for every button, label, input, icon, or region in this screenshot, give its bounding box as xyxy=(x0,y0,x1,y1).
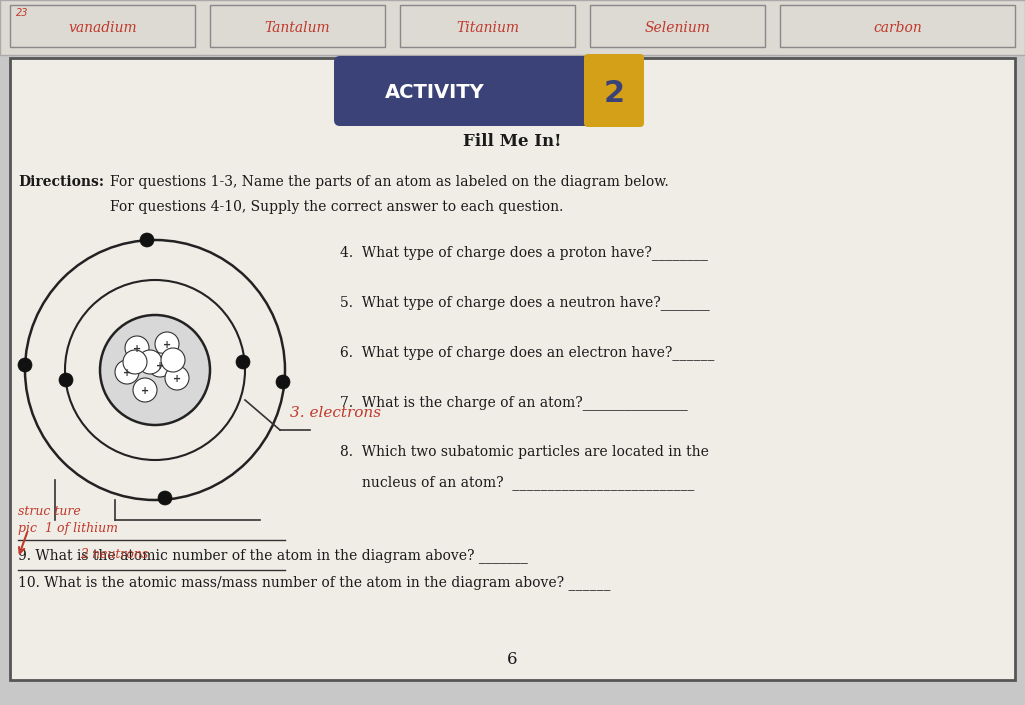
Circle shape xyxy=(161,348,184,372)
Text: +: + xyxy=(173,374,181,384)
Circle shape xyxy=(148,353,172,377)
Circle shape xyxy=(18,358,32,372)
Text: 6.  What type of charge does an electron have?______: 6. What type of charge does an electron … xyxy=(340,345,714,360)
Text: For questions 4-10, Supply the correct answer to each question.: For questions 4-10, Supply the correct a… xyxy=(110,200,564,214)
Text: Tantalum: Tantalum xyxy=(264,21,330,35)
Circle shape xyxy=(59,373,73,387)
Text: Titanium: Titanium xyxy=(456,21,519,35)
Circle shape xyxy=(155,332,179,356)
Text: Fill Me In!: Fill Me In! xyxy=(462,133,562,150)
Text: +: + xyxy=(156,361,164,371)
Text: 8.  Which two subatomic particles are located in the: 8. Which two subatomic particles are loc… xyxy=(340,445,709,459)
Text: 10. What is the atomic mass/mass number of the atom in the diagram above? ______: 10. What is the atomic mass/mass number … xyxy=(18,575,611,590)
Text: Directions:: Directions: xyxy=(18,175,104,189)
Text: nucleus of an atom?  __________________________: nucleus of an atom? ____________________… xyxy=(340,475,694,490)
Text: ACTIVITY: ACTIVITY xyxy=(385,83,485,102)
Circle shape xyxy=(125,336,149,360)
FancyBboxPatch shape xyxy=(0,0,1025,55)
Circle shape xyxy=(158,491,172,505)
Circle shape xyxy=(100,315,210,425)
Circle shape xyxy=(115,360,139,384)
Text: Selenium: Selenium xyxy=(645,21,710,35)
Text: +: + xyxy=(133,344,141,354)
Text: 2: 2 xyxy=(604,78,624,107)
Text: pic  1 of lithium: pic 1 of lithium xyxy=(18,522,118,535)
Text: struc ture: struc ture xyxy=(18,505,81,518)
Text: carbon: carbon xyxy=(873,21,921,35)
Text: 5.  What type of charge does a neutron have?_______: 5. What type of charge does a neutron ha… xyxy=(340,295,709,310)
Circle shape xyxy=(276,375,290,389)
Text: 3. electrons: 3. electrons xyxy=(290,406,381,420)
Text: vanadium: vanadium xyxy=(69,21,136,35)
Text: 7.  What is the charge of an atom?_______________: 7. What is the charge of an atom?_______… xyxy=(340,395,688,410)
Circle shape xyxy=(138,350,162,374)
Text: +: + xyxy=(123,368,131,378)
Text: 2 neutrons: 2 neutrons xyxy=(80,548,149,561)
Circle shape xyxy=(140,233,154,247)
FancyBboxPatch shape xyxy=(10,58,1015,680)
Text: 6: 6 xyxy=(506,651,518,668)
Circle shape xyxy=(123,350,147,374)
Circle shape xyxy=(236,355,250,369)
FancyBboxPatch shape xyxy=(334,56,596,126)
Text: For questions 1-3, Name the parts of an atom as labeled on the diagram below.: For questions 1-3, Name the parts of an … xyxy=(110,175,668,189)
Text: 9. What is the atomic number of the atom in the diagram above? _______: 9. What is the atomic number of the atom… xyxy=(18,548,528,563)
Text: +: + xyxy=(163,340,171,350)
Circle shape xyxy=(133,378,157,402)
Circle shape xyxy=(165,366,189,390)
Text: +: + xyxy=(141,386,149,396)
Text: 23: 23 xyxy=(16,8,29,18)
FancyBboxPatch shape xyxy=(584,54,644,127)
Text: 4.  What type of charge does a proton have?________: 4. What type of charge does a proton hav… xyxy=(340,245,708,260)
